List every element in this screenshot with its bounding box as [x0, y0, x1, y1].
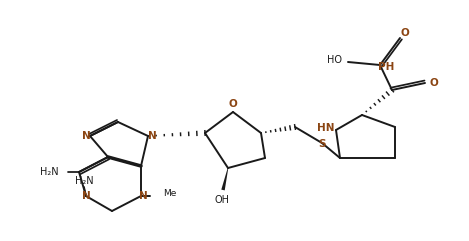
Text: H₂N: H₂N [75, 176, 93, 186]
Polygon shape [221, 168, 228, 190]
Text: HN: HN [317, 123, 335, 133]
Text: H₂N: H₂N [40, 167, 59, 177]
Text: N: N [148, 131, 156, 141]
Text: N: N [82, 131, 91, 141]
Text: O: O [430, 78, 439, 88]
Text: Me: Me [163, 188, 176, 198]
Text: O: O [228, 99, 237, 109]
Text: N: N [139, 191, 147, 201]
Text: HO: HO [326, 55, 341, 65]
Text: N: N [82, 191, 91, 201]
Text: PH: PH [378, 62, 394, 72]
Text: S: S [318, 139, 326, 149]
Text: O: O [401, 28, 409, 38]
Text: OH: OH [214, 195, 229, 205]
